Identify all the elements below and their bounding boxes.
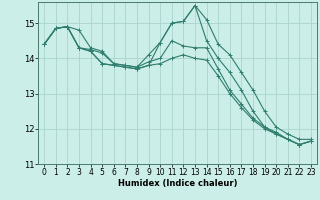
X-axis label: Humidex (Indice chaleur): Humidex (Indice chaleur): [118, 179, 237, 188]
